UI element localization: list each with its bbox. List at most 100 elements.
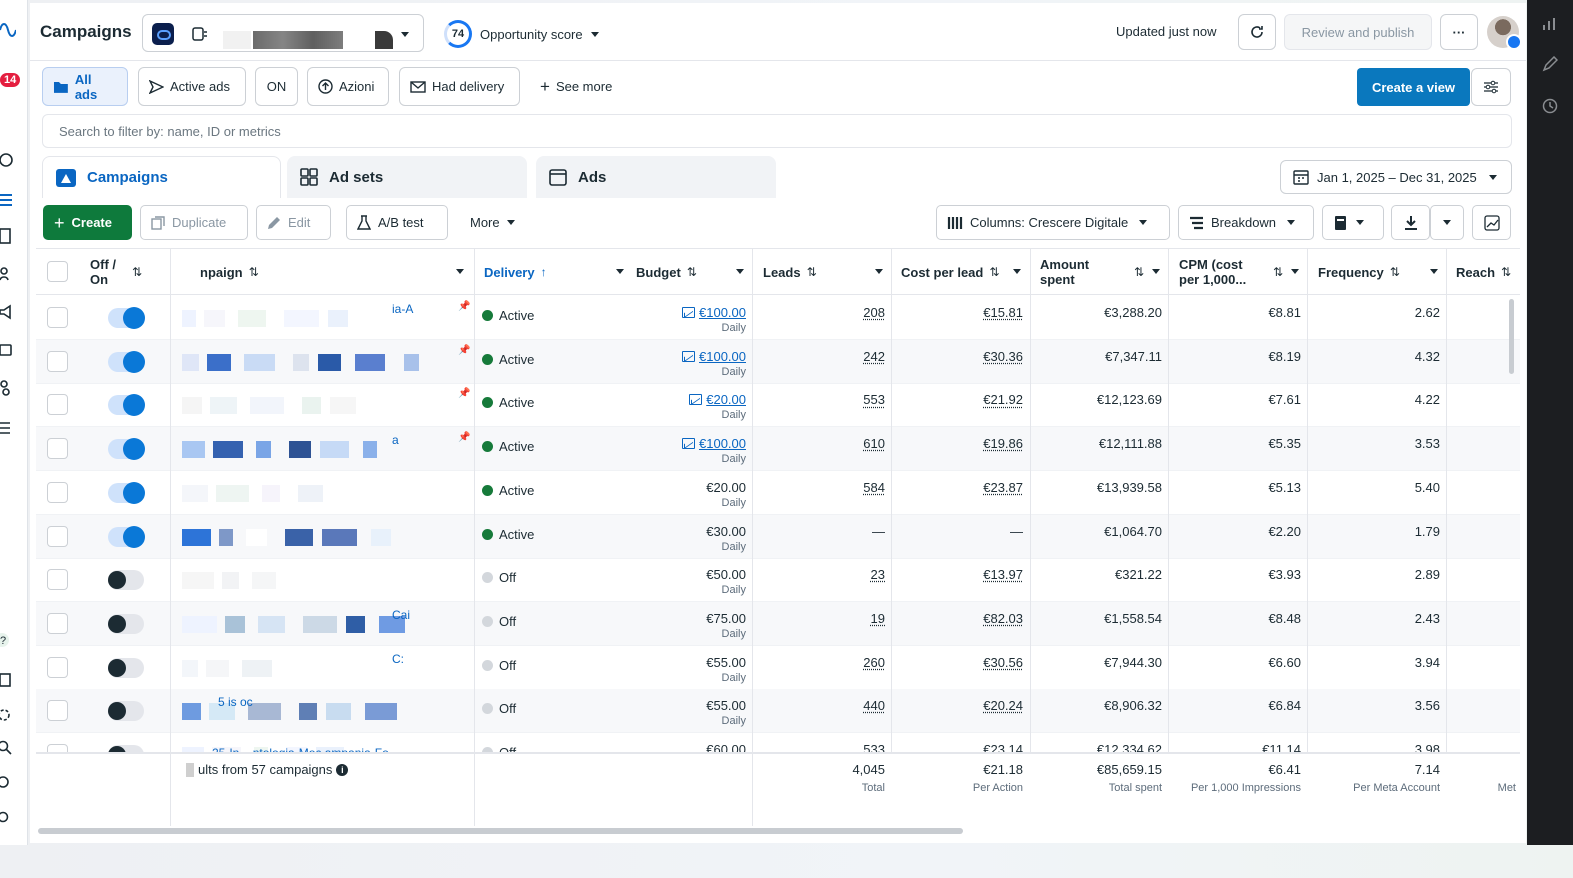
horizontal-scrollbar[interactable] bbox=[38, 828, 963, 834]
row-checkbox[interactable] bbox=[47, 350, 68, 372]
campaign-name-cell[interactable] bbox=[172, 558, 474, 602]
leads-value[interactable]: 584 bbox=[863, 479, 885, 495]
row-checkbox[interactable] bbox=[47, 612, 68, 634]
cost-per-lead-value[interactable]: €13.97 bbox=[983, 567, 1023, 583]
more-options-button[interactable]: ··· bbox=[1440, 14, 1478, 50]
sort-ascending-icon[interactable]: ↑ bbox=[540, 264, 547, 279]
reports-menu-button[interactable] bbox=[1322, 205, 1384, 240]
budget-value[interactable]: €100.00 bbox=[636, 436, 746, 451]
cost-per-lead-value[interactable]: €82.03 bbox=[983, 610, 1023, 626]
filter-all-ads[interactable]: All ads bbox=[42, 67, 128, 106]
filter-on[interactable]: ON bbox=[255, 67, 298, 106]
history-icon[interactable] bbox=[1542, 98, 1558, 114]
campaign-name-cell[interactable]: 5 is oc bbox=[172, 689, 474, 733]
see-more-filters[interactable]: + See more bbox=[540, 78, 612, 95]
date-range-picker[interactable]: Jan 1, 2025 – Dec 31, 2025 bbox=[1280, 160, 1512, 194]
account-picker[interactable] bbox=[142, 14, 424, 52]
table-row[interactable]: Cai Off €75.00 Daily 19 €82.03 €1,558.54 €8.48 2… bbox=[36, 601, 1520, 646]
sort-icon[interactable]: ⇅ bbox=[132, 264, 143, 279]
campaign-name-cell[interactable] bbox=[172, 515, 474, 559]
column-amount-spent[interactable]: Amount spent ⇅ bbox=[1040, 249, 1168, 295]
filter-active-ads[interactable]: Active ads bbox=[138, 67, 246, 106]
budget-link[interactable]: €100.00 bbox=[699, 348, 746, 364]
sort-icon[interactable]: ⇅ bbox=[248, 264, 259, 279]
refresh-button[interactable] bbox=[1238, 14, 1276, 50]
campaign-name-link[interactable]: C: bbox=[392, 651, 404, 666]
ab-test-button[interactable]: A/B test bbox=[346, 205, 448, 240]
row-checkbox[interactable] bbox=[47, 525, 68, 547]
chevron-down-icon[interactable] bbox=[1152, 269, 1160, 274]
table-row[interactable]: 📌 Active €20.00 Daily 553 €21.92 €12,123.69 €7.… bbox=[36, 383, 1520, 428]
chevron-down-icon[interactable] bbox=[1430, 269, 1438, 274]
campaign-toggle[interactable] bbox=[108, 525, 145, 548]
sort-icon[interactable]: ⇅ bbox=[1389, 264, 1400, 279]
table-row[interactable]: ia-A 📌 Active €100.00 Daily 208 €15.81 €3,288.2… bbox=[36, 296, 1520, 340]
table-row[interactable]: a 📌 Active €100.00 Daily 610 €19.86 €12,111.88 €… bbox=[36, 427, 1520, 472]
filter-had-delivery[interactable]: Had delivery bbox=[399, 67, 520, 106]
sort-icon[interactable]: ⇅ bbox=[1134, 264, 1145, 279]
bar-chart-icon[interactable] bbox=[1542, 16, 1558, 32]
row-checkbox[interactable] bbox=[47, 569, 68, 591]
table-row[interactable]: C: Off €55.00 Daily 260 €30.56 €7,944.30 €6.60 3… bbox=[36, 646, 1520, 690]
megaphone-icon[interactable] bbox=[0, 304, 16, 320]
sort-icon[interactable]: ⇅ bbox=[1273, 264, 1284, 279]
cost-per-lead-value[interactable]: €20.24 bbox=[983, 698, 1023, 714]
feedback-icon[interactable] bbox=[0, 774, 16, 790]
table-row[interactable]: Off €50.00 Daily 23 €13.97 €321.22 €3.93 2.89 bbox=[36, 558, 1520, 603]
campaign-name-cell[interactable]: 📌 bbox=[172, 340, 474, 384]
cost-per-lead-value[interactable]: €15.81 bbox=[983, 305, 1023, 320]
dashboard-icon[interactable] bbox=[0, 152, 16, 168]
help-icon[interactable]: ? bbox=[0, 632, 16, 648]
cost-per-lead-value[interactable]: €23.87 bbox=[983, 479, 1023, 495]
column-delivery[interactable]: Delivery ↑ bbox=[484, 249, 632, 295]
pin-icon[interactable]: 📌 bbox=[458, 344, 471, 356]
column-budget[interactable]: Budget ⇅ bbox=[636, 249, 752, 295]
pin-icon[interactable]: 📌 bbox=[458, 432, 471, 444]
create-view-button[interactable]: Create a view bbox=[1357, 68, 1470, 106]
row-checkbox[interactable] bbox=[47, 700, 68, 722]
budget-value[interactable]: €20.00 bbox=[636, 392, 746, 407]
avatar[interactable] bbox=[1487, 16, 1522, 50]
table-row[interactable]: Active €20.00 Daily 584 €23.87 €13,939.58 €5.1… bbox=[36, 471, 1520, 515]
campaign-name-cell[interactable]: a 📌 bbox=[172, 427, 474, 471]
budget-value[interactable]: €100.00 bbox=[636, 349, 746, 364]
review-publish-button[interactable]: Review and publish bbox=[1284, 14, 1432, 50]
events-icon[interactable] bbox=[0, 380, 16, 396]
export-button[interactable] bbox=[1391, 205, 1430, 240]
leads-value[interactable]: — bbox=[872, 523, 885, 539]
audience-icon[interactable] bbox=[0, 266, 16, 282]
columns-selector[interactable]: Columns: Crescere Digitale bbox=[936, 205, 1170, 240]
row-checkbox[interactable] bbox=[47, 394, 68, 416]
campaign-name-cell[interactable]: C: bbox=[172, 646, 474, 690]
campaign-name-cell[interactable]: ia-A 📌 bbox=[172, 296, 474, 340]
vertical-scrollbar[interactable] bbox=[1509, 299, 1514, 374]
create-button[interactable]: + Create bbox=[43, 205, 132, 240]
menu-icon[interactable] bbox=[0, 420, 16, 436]
edit-button[interactable]: Edit bbox=[256, 205, 331, 240]
campaign-toggle[interactable] bbox=[108, 481, 145, 504]
budget-link[interactable]: €100.00 bbox=[699, 436, 746, 452]
leads-value[interactable]: 610 bbox=[863, 436, 885, 452]
column-leads[interactable]: Leads ⇅ bbox=[763, 249, 891, 295]
column-off-on[interactable]: Off / On ⇅ bbox=[90, 249, 170, 295]
leads-value[interactable]: 242 bbox=[863, 348, 885, 364]
document-icon[interactable] bbox=[0, 228, 16, 244]
row-checkbox[interactable] bbox=[47, 481, 68, 503]
chevron-down-icon[interactable] bbox=[456, 269, 464, 274]
campaign-name-link[interactable]: ia-A bbox=[392, 302, 414, 316]
sort-icon[interactable]: ⇅ bbox=[686, 264, 697, 279]
campaign-name-link[interactable]: 5 is oc bbox=[218, 695, 253, 710]
chevron-down-icon[interactable] bbox=[875, 269, 883, 274]
budget-link[interactable]: €100.00 bbox=[699, 305, 746, 320]
more-actions-button[interactable]: More bbox=[460, 205, 530, 240]
column-cost-per-lead[interactable]: Cost per lead ⇅ bbox=[901, 249, 1029, 295]
table-row[interactable]: 5 is oc Off €55.00 Daily 440 €20.24 €8,906.32 €… bbox=[36, 689, 1520, 734]
leads-value[interactable]: 440 bbox=[863, 698, 885, 714]
table-row[interactable]: Active €30.00 Daily — — €1,064.70 €2.20 1.79 bbox=[36, 514, 1520, 559]
chevron-down-icon[interactable] bbox=[1291, 269, 1299, 274]
charts-button[interactable] bbox=[1472, 205, 1511, 240]
info-icon[interactable]: i bbox=[336, 763, 349, 776]
pin-icon[interactable]: 📌 bbox=[458, 301, 471, 312]
billing-icon[interactable] bbox=[0, 342, 16, 358]
search-input[interactable]: Search to filter by: name, ID or metrics bbox=[42, 114, 1512, 148]
